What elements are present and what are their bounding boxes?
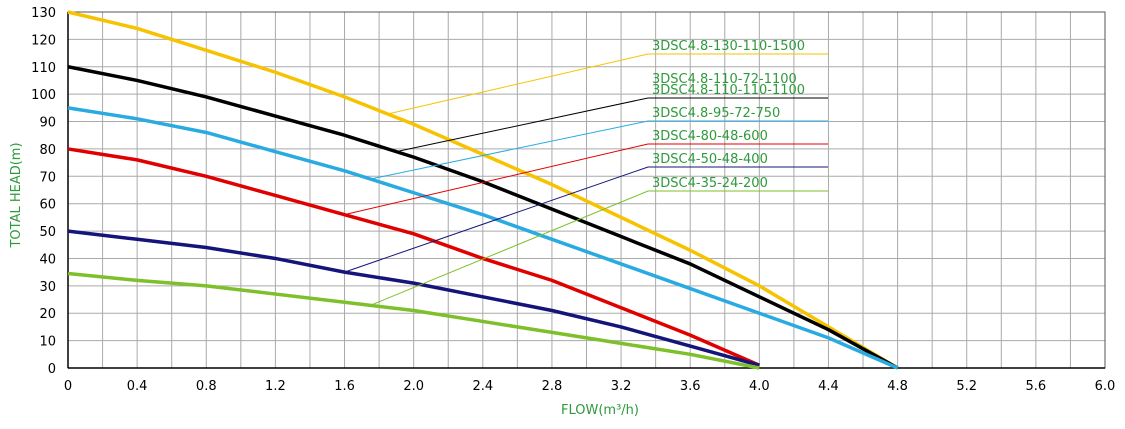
x-tick-label: 0.8 <box>196 379 217 394</box>
leader-line <box>370 190 649 306</box>
x-tick-label: 0.4 <box>127 379 148 394</box>
leader-line <box>387 53 649 115</box>
series-label: 3DSC4.8-130-110-1500 <box>652 39 805 54</box>
leader-line <box>396 97 649 153</box>
y-tick-label: 0 <box>48 362 56 377</box>
annotation: 3DSC4.8-110-72-1100 <box>652 72 797 87</box>
y-tick-label: 20 <box>39 307 56 322</box>
y-tick-label: 40 <box>39 252 56 267</box>
y-tick-label: 90 <box>39 116 56 131</box>
y-tick-label: 80 <box>39 143 56 158</box>
y-tick-label: 110 <box>31 61 56 76</box>
x-tick-label: 2.4 <box>472 379 493 394</box>
x-tick-label: 2.8 <box>542 379 563 394</box>
series-label: 3DSC4-80-48-600 <box>652 129 768 144</box>
x-tick-label: 5.2 <box>956 379 977 394</box>
series-label: 3DSC4-50-48-400 <box>652 152 768 167</box>
x-axis-label: FLOW(m³/h) <box>561 403 639 418</box>
series-label: 3DSC4.8-95-72-750 <box>652 106 780 121</box>
series-line <box>67 65 899 370</box>
leader-line <box>344 143 649 216</box>
y-tick-label: 130 <box>31 6 56 21</box>
y-tick-label: 30 <box>39 280 56 295</box>
series-line <box>67 106 899 370</box>
x-tick-label: 4.4 <box>818 379 839 394</box>
x-tick-label: 3.6 <box>680 379 701 394</box>
y-tick-label: 10 <box>39 335 56 350</box>
y-tick-label: 120 <box>31 33 56 48</box>
series-label: 3DSC4.8-110-110-1100 <box>652 83 805 98</box>
series-line <box>67 10 899 370</box>
y-tick-label: 50 <box>39 225 56 240</box>
x-tick-label: 2.0 <box>403 379 424 394</box>
x-tick-label: 6.0 <box>1095 379 1116 394</box>
x-tick-label: 0 <box>64 379 72 394</box>
x-tick-label: 4.8 <box>887 379 908 394</box>
y-axis-label: TOTAL HEAD(m) <box>9 142 24 248</box>
leader-line <box>370 120 649 180</box>
y-tick-label: 70 <box>39 170 56 185</box>
series-line <box>67 147 761 367</box>
series-line <box>67 229 760 367</box>
y-tick-label: 100 <box>31 88 56 103</box>
series-label: 3DSC4-35-24-200 <box>652 176 768 191</box>
series-line <box>67 271 760 370</box>
x-tick-label: 4.0 <box>749 379 770 394</box>
y-tick-label: 60 <box>39 198 56 213</box>
leader-line <box>344 166 649 273</box>
x-tick-label: 5.6 <box>1026 379 1047 394</box>
x-tick-label: 1.6 <box>334 379 355 394</box>
x-tick-label: 3.2 <box>611 379 632 394</box>
x-tick-label: 1.2 <box>265 379 286 394</box>
